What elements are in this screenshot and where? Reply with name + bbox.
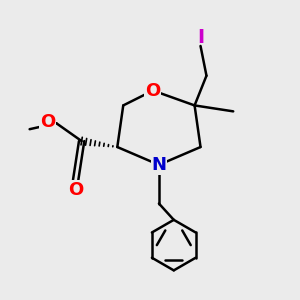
- Text: O: O: [40, 113, 55, 131]
- Text: N: N: [152, 156, 166, 174]
- Text: I: I: [197, 28, 204, 46]
- Text: O: O: [145, 82, 160, 100]
- Text: O: O: [68, 181, 83, 199]
